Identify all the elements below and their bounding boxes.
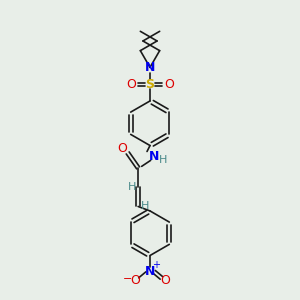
Text: O: O xyxy=(160,274,170,287)
Text: H: H xyxy=(128,182,136,192)
Text: N: N xyxy=(145,266,155,278)
Text: S: S xyxy=(146,78,154,91)
Text: H: H xyxy=(140,202,149,212)
Text: O: O xyxy=(117,142,127,155)
Text: N: N xyxy=(145,61,155,74)
Text: −: − xyxy=(123,274,132,284)
Text: O: O xyxy=(130,274,140,287)
Text: O: O xyxy=(126,78,136,91)
Text: +: + xyxy=(152,260,160,270)
Text: O: O xyxy=(164,78,174,91)
Text: H: H xyxy=(159,155,168,165)
Text: N: N xyxy=(149,150,160,163)
